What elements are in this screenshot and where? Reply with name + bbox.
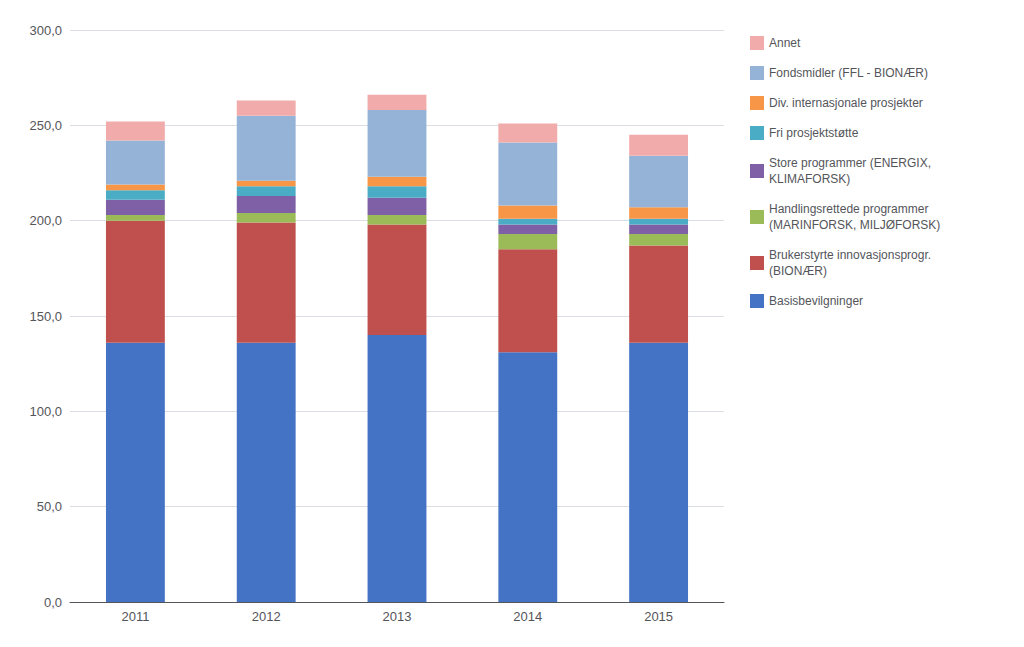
svg-text:Basisbevilgninger: Basisbevilgninger [769, 294, 863, 308]
svg-text:2014: 2014 [513, 609, 542, 624]
svg-text:100,0: 100,0 [29, 404, 62, 419]
svg-text:Div. internasjonale prosjekter: Div. internasjonale prosjekter [769, 96, 923, 110]
svg-text:2013: 2013 [383, 609, 412, 624]
svg-text:50,0: 50,0 [37, 499, 62, 514]
svg-text:(MARINFORSK, MILJØFORSK): (MARINFORSK, MILJØFORSK) [769, 218, 940, 232]
svg-text:300,0: 300,0 [29, 23, 62, 38]
svg-text:Annet: Annet [769, 36, 801, 50]
svg-text:2011: 2011 [121, 609, 149, 624]
svg-text:Fri prosjektstøtte: Fri prosjektstøtte [769, 126, 859, 140]
svg-text:(BIONÆR): (BIONÆR) [769, 264, 827, 278]
svg-text:250,0: 250,0 [29, 118, 62, 133]
svg-text:Handlingsrettede programmer: Handlingsrettede programmer [769, 202, 928, 216]
svg-text:150,0: 150,0 [29, 309, 62, 324]
svg-text:200,0: 200,0 [29, 213, 62, 228]
svg-text:KLIMAFORSK): KLIMAFORSK) [769, 172, 850, 186]
svg-text:0,0: 0,0 [44, 595, 62, 610]
svg-text:Store programmer (ENERGIX,: Store programmer (ENERGIX, [769, 156, 931, 170]
svg-text:2012: 2012 [252, 609, 281, 624]
svg-text:Brukerstyrte innovasjonsprogr.: Brukerstyrte innovasjonsprogr. [769, 248, 931, 262]
svg-text:2015: 2015 [644, 609, 673, 624]
svg-text:Fondsmidler (FFL - BIONÆR): Fondsmidler (FFL - BIONÆR) [769, 66, 928, 80]
